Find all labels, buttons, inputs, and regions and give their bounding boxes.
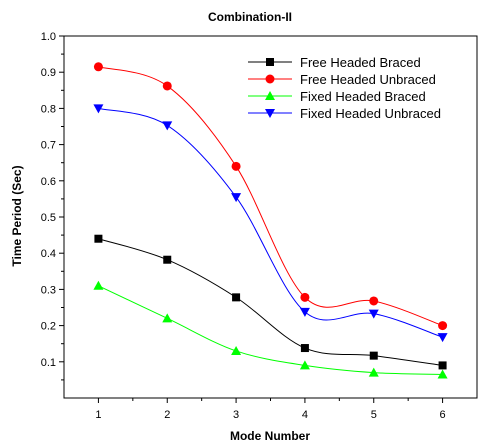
y-tick-label: 0.2 bbox=[41, 321, 56, 333]
data-point bbox=[94, 235, 102, 243]
data-point bbox=[370, 352, 378, 360]
y-tick-label: 0.4 bbox=[41, 248, 56, 260]
data-point bbox=[94, 62, 103, 71]
data-point bbox=[162, 313, 172, 322]
data-point bbox=[231, 346, 241, 355]
y-tick-label: 0.8 bbox=[41, 103, 56, 115]
legend-label: Fixed Headed Unbraced bbox=[300, 106, 441, 121]
data-point bbox=[300, 293, 309, 302]
x-tick-label: 4 bbox=[302, 409, 308, 421]
y-axis-label: Time Period (Sec) bbox=[10, 165, 24, 266]
data-point bbox=[93, 281, 103, 290]
data-point bbox=[439, 361, 447, 369]
x-tick-label: 2 bbox=[164, 409, 170, 421]
legend-marker bbox=[266, 75, 275, 84]
data-point bbox=[231, 193, 241, 202]
data-point bbox=[163, 256, 171, 264]
data-point bbox=[301, 344, 309, 352]
data-point bbox=[438, 333, 448, 342]
y-tick-label: 0.9 bbox=[41, 67, 56, 79]
data-point bbox=[300, 308, 310, 317]
x-tick-label: 5 bbox=[371, 409, 377, 421]
y-tick-label: 0.1 bbox=[41, 357, 56, 369]
x-tick-label: 3 bbox=[233, 409, 239, 421]
y-tick-label: 0.6 bbox=[41, 176, 56, 188]
series-line bbox=[98, 108, 442, 337]
x-tick-label: 6 bbox=[440, 409, 446, 421]
data-point bbox=[163, 81, 172, 90]
x-axis: 1 2 3 4 5 6 bbox=[95, 398, 445, 421]
legend-label: Fixed Headed Braced bbox=[300, 89, 426, 104]
x-axis-label: Mode Number bbox=[230, 429, 310, 443]
data-point bbox=[438, 321, 447, 330]
legend: Free Headed Braced Free Headed Unbraced Fi… bbox=[248, 55, 441, 121]
data-point bbox=[232, 293, 240, 301]
series-0 bbox=[94, 235, 446, 370]
legend-label: Free Headed Braced bbox=[300, 55, 421, 70]
legend-marker bbox=[266, 58, 274, 66]
data-point bbox=[162, 121, 172, 130]
y-tick-label: 0.3 bbox=[41, 284, 56, 296]
y-tick-label: 0.7 bbox=[41, 140, 56, 152]
chart-title: Combination-II bbox=[208, 10, 292, 24]
series-line bbox=[98, 286, 442, 375]
series-2 bbox=[93, 281, 447, 379]
legend-label: Free Headed Unbraced bbox=[300, 72, 436, 87]
data-point bbox=[232, 162, 241, 171]
x-tick-label: 1 bbox=[95, 409, 101, 421]
y-tick-label: 1.0 bbox=[41, 31, 56, 43]
y-axis: 0.1 0.2 0.3 0.4 0.5 0.6 0.7 0.8 0.9 1.0 bbox=[41, 31, 64, 380]
y-tick-label: 0.5 bbox=[41, 212, 56, 224]
data-point bbox=[369, 296, 378, 305]
